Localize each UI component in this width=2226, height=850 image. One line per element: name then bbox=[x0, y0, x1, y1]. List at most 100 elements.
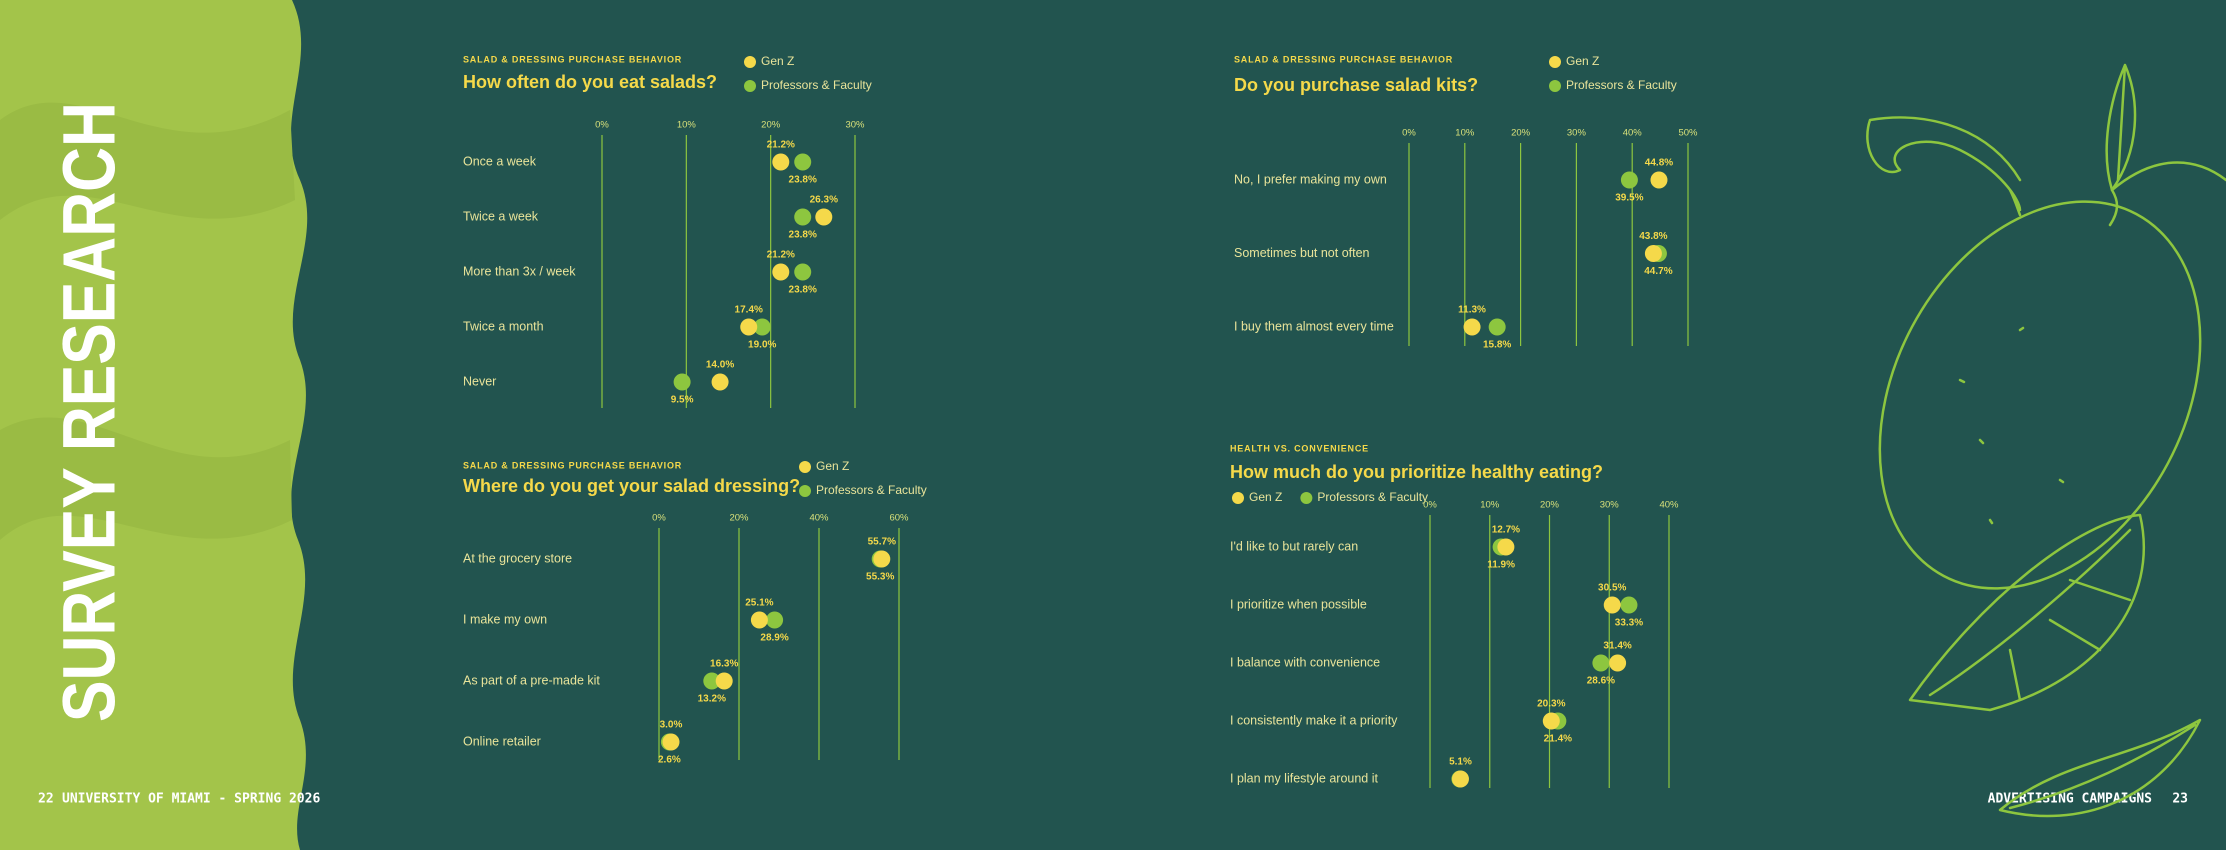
value-label: 21.2% bbox=[767, 140, 795, 151]
x-tick-label: 60% bbox=[889, 513, 909, 524]
value-label: 15.8% bbox=[1483, 340, 1511, 351]
value-label: 19.0% bbox=[748, 340, 776, 351]
legend-label: Professors & Faculty bbox=[816, 483, 927, 497]
category-label: Never bbox=[463, 374, 496, 388]
legend-swatch bbox=[744, 80, 756, 92]
value-label: 21.2% bbox=[767, 250, 795, 261]
category-label: I make my own bbox=[463, 612, 547, 626]
page-number: 22 bbox=[38, 792, 54, 807]
x-tick-label: 10% bbox=[677, 120, 697, 131]
heading: SURVEY RESEARCH bbox=[48, 102, 131, 722]
category-label: I balance with convenience bbox=[1230, 655, 1380, 669]
value-label: 16.3% bbox=[710, 659, 738, 670]
category-label: Online retailer bbox=[463, 734, 541, 748]
dot bbox=[1451, 770, 1469, 788]
value-label: 25.1% bbox=[745, 598, 773, 609]
chart-title: How much do you prioritize healthy eatin… bbox=[1230, 462, 1603, 482]
category-label: As part of a pre-made kit bbox=[463, 673, 600, 687]
value-label: 17.4% bbox=[735, 305, 763, 316]
x-tick-label: 10% bbox=[1455, 128, 1475, 139]
dot bbox=[1644, 245, 1662, 262]
chart-kicker: SALAD & DRESSING PURCHASE BEHAVIOR bbox=[1234, 54, 1453, 64]
chart-title: How often do you eat salads? bbox=[463, 72, 717, 92]
value-label: 26.3% bbox=[810, 195, 838, 206]
value-label: 14.0% bbox=[706, 360, 734, 371]
value-label: 28.6% bbox=[1587, 676, 1615, 687]
x-tick-label: 40% bbox=[1659, 500, 1679, 511]
dot bbox=[1463, 318, 1481, 336]
category-label: More than 3x / week bbox=[463, 264, 576, 278]
legend-label: Professors & Faculty bbox=[1317, 490, 1428, 504]
chart-title: Where do you get your salad dressing? bbox=[463, 476, 800, 496]
category-label: I plan my lifestyle around it bbox=[1230, 771, 1379, 785]
dot bbox=[753, 318, 771, 336]
chart-kicker: HEALTH VS. CONVENIENCE bbox=[1230, 443, 1369, 453]
dot bbox=[1497, 538, 1515, 556]
dot bbox=[1488, 318, 1506, 336]
dot bbox=[703, 672, 721, 690]
legend-swatch bbox=[744, 56, 756, 68]
value-label: 11.3% bbox=[1458, 305, 1486, 316]
dot bbox=[711, 373, 729, 391]
value-label: 23.8% bbox=[789, 285, 817, 296]
dot bbox=[766, 611, 784, 629]
category-label: I consistently make it a priority bbox=[1230, 713, 1398, 727]
dot bbox=[750, 611, 768, 629]
x-tick-label: 20% bbox=[729, 513, 749, 524]
footer: UNIVERSITY OF MIAMI - SPRING 2026 bbox=[62, 792, 320, 807]
chart-kicker: SALAD & DRESSING PURCHASE BEHAVIOR bbox=[463, 54, 682, 64]
value-label: 12.7% bbox=[1492, 525, 1520, 536]
x-tick-label: 30% bbox=[845, 120, 865, 131]
value-label: 44.7% bbox=[1644, 266, 1672, 277]
dot bbox=[794, 153, 812, 171]
dot bbox=[1603, 596, 1621, 614]
category-label: I prioritize when possible bbox=[1230, 597, 1367, 611]
value-label: 44.8% bbox=[1645, 158, 1673, 169]
side-texture bbox=[0, 102, 295, 540]
value-label: 11.9% bbox=[1487, 560, 1515, 571]
x-tick-label: 10% bbox=[1480, 500, 1500, 511]
footer: ADVERTISING CAMPAIGNS bbox=[1988, 792, 2153, 807]
x-tick-label: 0% bbox=[1423, 500, 1437, 511]
category-label: At the grocery store bbox=[463, 551, 572, 565]
legend-swatch bbox=[1549, 56, 1561, 68]
x-tick-label: 0% bbox=[595, 120, 609, 131]
x-tick-label: 20% bbox=[1540, 500, 1560, 511]
category-label: I buy them almost every time bbox=[1234, 319, 1394, 333]
value-label: 31.4% bbox=[1603, 641, 1631, 652]
value-label: 30.5% bbox=[1598, 583, 1626, 594]
value-label: 3.0% bbox=[660, 720, 683, 731]
value-label: 23.8% bbox=[789, 230, 817, 241]
legend-swatch bbox=[799, 485, 811, 497]
value-label: 5.1% bbox=[1449, 757, 1472, 768]
legend-label: Professors & Faculty bbox=[761, 78, 872, 92]
x-tick-label: 50% bbox=[1678, 128, 1698, 139]
value-label: 13.2% bbox=[698, 694, 726, 705]
legend-swatch bbox=[1549, 80, 1561, 92]
x-tick-label: 40% bbox=[809, 513, 829, 524]
dot bbox=[1620, 596, 1638, 614]
chart-title: Do you purchase salad kits? bbox=[1234, 75, 1478, 95]
value-label: 33.3% bbox=[1615, 618, 1643, 629]
dot bbox=[772, 263, 790, 281]
value-label: 23.8% bbox=[789, 175, 817, 186]
x-tick-label: 20% bbox=[761, 120, 781, 131]
legend-label: Gen Z bbox=[761, 54, 794, 68]
category-label: Twice a month bbox=[463, 319, 544, 333]
x-tick-label: 0% bbox=[1402, 128, 1416, 139]
legend-label: Gen Z bbox=[1249, 490, 1282, 504]
dot bbox=[873, 550, 891, 568]
dot bbox=[715, 672, 733, 690]
dot bbox=[673, 373, 691, 391]
dot bbox=[794, 263, 812, 281]
chart-kicker: SALAD & DRESSING PURCHASE BEHAVIOR bbox=[463, 460, 682, 470]
dot bbox=[662, 733, 680, 751]
dot bbox=[1620, 171, 1638, 189]
dot bbox=[1592, 654, 1610, 672]
value-label: 20.3% bbox=[1537, 699, 1565, 710]
legend-swatch bbox=[799, 461, 811, 473]
value-label: 55.7% bbox=[868, 537, 896, 548]
value-label: 21.4% bbox=[1544, 734, 1572, 745]
value-label: 39.5% bbox=[1615, 193, 1643, 204]
